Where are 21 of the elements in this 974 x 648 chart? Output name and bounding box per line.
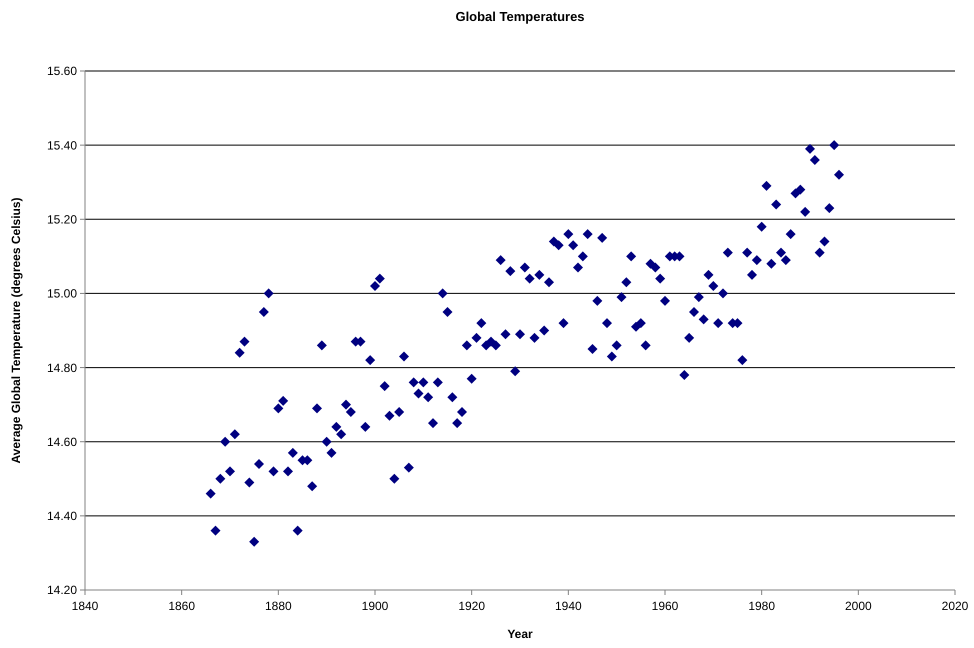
y-tick-label: 15.20: [46, 212, 78, 226]
x-tick-label: 1860: [168, 599, 196, 613]
x-tick-label: 1900: [362, 599, 389, 613]
y-tick-label: 14.80: [46, 360, 78, 375]
y-tick-label: 14.20: [46, 583, 78, 598]
y-tick-label: 15.00: [46, 286, 78, 301]
x-tick-label: 1880: [264, 599, 292, 613]
y-tick-label: 14.40: [46, 509, 78, 524]
x-tick-label: 1940: [554, 599, 582, 613]
x-tick-label: 1960: [652, 599, 679, 613]
x-tick-label: 1840: [72, 599, 99, 613]
x-tick-label: 1980: [748, 599, 776, 613]
chart-title: Global Temperatures: [455, 9, 585, 24]
y-tick-label: 15.40: [46, 138, 78, 152]
y-axis-title: Average Global Temperature (degrees Celsius): [9, 197, 23, 464]
x-tick-label: 2020: [942, 599, 969, 613]
y-tick-label: 14.60: [46, 434, 78, 449]
x-tick-label: 1920: [458, 599, 486, 613]
x-tick-label: 2000: [844, 599, 872, 613]
y-tick-label: 15.60: [46, 64, 78, 78]
x-axis-title: Year: [507, 627, 534, 641]
